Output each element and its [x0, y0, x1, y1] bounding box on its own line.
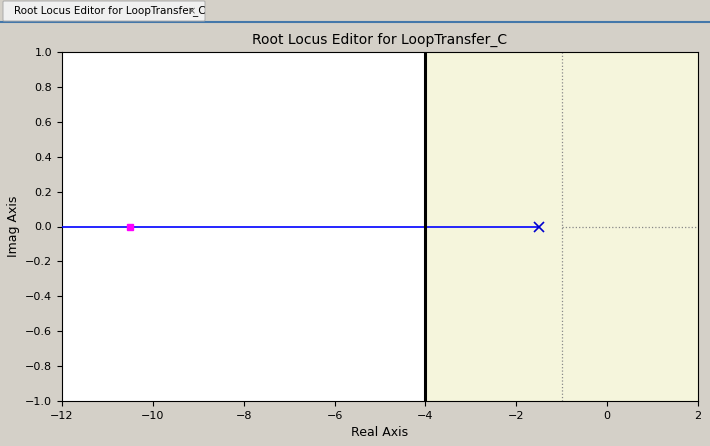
Text: ×: ×: [188, 6, 196, 16]
Text: Root Locus Editor for LoopTransfer_C: Root Locus Editor for LoopTransfer_C: [14, 5, 206, 17]
Y-axis label: Imag Axis: Imag Axis: [6, 196, 20, 257]
Title: Root Locus Editor for LoopTransfer_C: Root Locus Editor for LoopTransfer_C: [253, 33, 508, 47]
X-axis label: Real Axis: Real Axis: [351, 426, 408, 439]
FancyBboxPatch shape: [3, 1, 205, 21]
